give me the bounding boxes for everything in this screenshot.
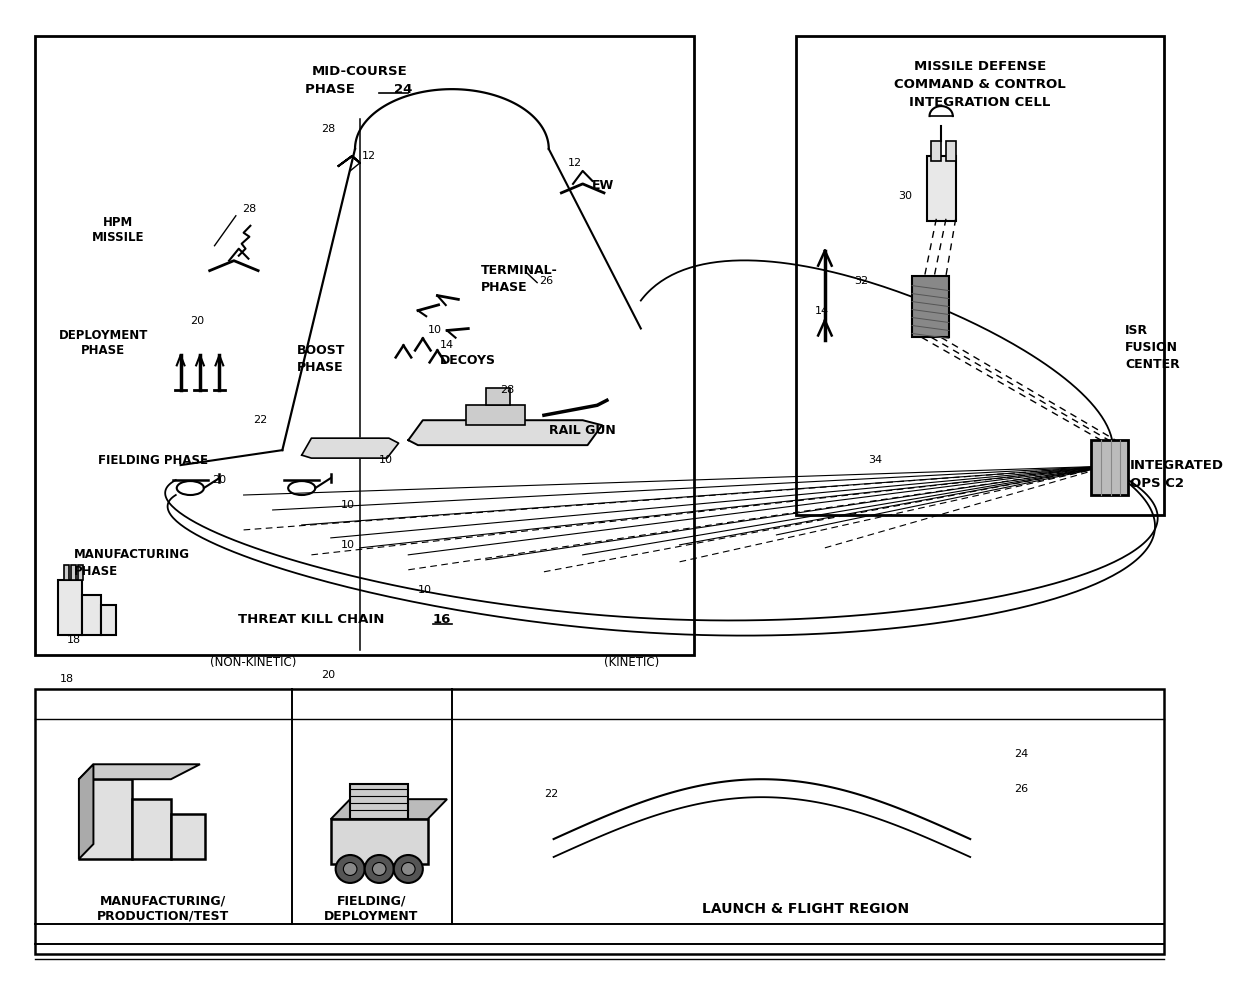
Bar — [82, 595, 102, 635]
Text: THREAT KILL CHAIN: THREAT KILL CHAIN — [238, 613, 389, 626]
Bar — [171, 814, 205, 859]
Text: 12: 12 — [362, 151, 376, 161]
Ellipse shape — [336, 855, 365, 883]
Text: 22: 22 — [544, 789, 558, 799]
Bar — [1091, 440, 1128, 495]
Bar — [71, 565, 76, 580]
Text: 28: 28 — [500, 385, 515, 395]
Text: PHASE: PHASE — [81, 344, 125, 357]
Text: MISSILE: MISSILE — [92, 231, 144, 244]
Text: 18: 18 — [67, 635, 82, 645]
Text: ISR: ISR — [1125, 324, 1148, 337]
Text: FIELDING/
DEPLOYMENT: FIELDING/ DEPLOYMENT — [325, 895, 419, 923]
Text: 20: 20 — [190, 316, 205, 326]
Text: (NON-KINETIC): (NON-KINETIC) — [210, 656, 296, 669]
Bar — [35, 36, 694, 655]
Text: 20: 20 — [321, 670, 335, 680]
Text: 34: 34 — [868, 455, 883, 465]
Text: MISSILE DEFENSE: MISSILE DEFENSE — [914, 60, 1047, 73]
Text: (KINETIC): (KINETIC) — [604, 656, 658, 669]
Text: 32: 32 — [854, 276, 868, 286]
Bar — [926, 156, 956, 221]
Text: TERMINAL-: TERMINAL- — [481, 264, 558, 277]
Ellipse shape — [394, 855, 423, 883]
Text: 20: 20 — [212, 475, 227, 485]
Bar — [350, 784, 408, 819]
Bar — [931, 141, 941, 161]
Text: 28: 28 — [242, 204, 255, 214]
Text: PHASE: PHASE — [305, 83, 360, 96]
Ellipse shape — [365, 855, 394, 883]
Text: RAIL GUN: RAIL GUN — [549, 424, 615, 437]
Text: LAUNCH & FLIGHT REGION: LAUNCH & FLIGHT REGION — [702, 902, 909, 916]
Text: COMMAND & CONTROL: COMMAND & CONTROL — [894, 78, 1066, 91]
Text: BOOST: BOOST — [296, 344, 345, 357]
Polygon shape — [79, 764, 200, 779]
Text: 10: 10 — [418, 585, 432, 595]
Text: 10: 10 — [341, 540, 355, 550]
Text: MANUFACTURING: MANUFACTURING — [74, 548, 190, 561]
Text: DEPLOYMENT: DEPLOYMENT — [58, 329, 148, 342]
Text: PHASE: PHASE — [74, 565, 118, 578]
Text: 10: 10 — [341, 500, 355, 510]
Text: FIELDING PHASE: FIELDING PHASE — [98, 454, 208, 467]
Bar — [913, 276, 949, 337]
Text: OPS C2: OPS C2 — [1130, 477, 1184, 490]
Polygon shape — [79, 764, 93, 859]
Bar — [946, 141, 956, 161]
Text: 22: 22 — [253, 415, 268, 425]
Text: MANUFACTURING/
PRODUCTION/TEST: MANUFACTURING/ PRODUCTION/TEST — [97, 895, 229, 923]
Text: PHASE: PHASE — [296, 361, 343, 374]
Text: HPM: HPM — [103, 216, 133, 229]
Bar — [64, 565, 69, 580]
Text: 26: 26 — [539, 276, 553, 286]
Text: INTEGRATED: INTEGRATED — [1130, 459, 1224, 472]
Text: 26: 26 — [1014, 784, 1028, 794]
Text: 12: 12 — [568, 158, 583, 168]
Text: DECOYS: DECOYS — [440, 354, 496, 367]
Text: 10: 10 — [379, 455, 393, 465]
Text: 24: 24 — [394, 83, 412, 96]
Text: 14: 14 — [440, 340, 454, 350]
Text: 30: 30 — [898, 191, 913, 201]
Polygon shape — [408, 420, 603, 445]
Bar — [35, 689, 1164, 954]
Text: 24: 24 — [1014, 749, 1028, 759]
Bar — [102, 605, 115, 635]
Bar — [331, 819, 428, 864]
Ellipse shape — [343, 862, 357, 875]
Bar — [57, 580, 82, 635]
Polygon shape — [331, 799, 448, 819]
Bar — [79, 779, 133, 859]
Text: FUSION: FUSION — [1125, 341, 1178, 354]
Text: CENTER: CENTER — [1125, 358, 1180, 371]
Bar — [133, 799, 171, 859]
Text: 28: 28 — [321, 124, 335, 134]
Text: 10: 10 — [428, 325, 441, 335]
Text: 18: 18 — [60, 674, 73, 684]
Text: 16: 16 — [433, 613, 451, 626]
Polygon shape — [301, 438, 398, 458]
Bar — [486, 388, 510, 405]
Bar — [466, 405, 525, 425]
Text: 14: 14 — [815, 306, 830, 316]
Text: INTEGRATION CELL: INTEGRATION CELL — [909, 96, 1050, 109]
Ellipse shape — [402, 862, 415, 875]
Ellipse shape — [372, 862, 386, 875]
Text: EW: EW — [593, 179, 615, 192]
Bar — [796, 36, 1164, 515]
Bar — [78, 565, 83, 580]
Text: MID-COURSE: MID-COURSE — [312, 65, 408, 78]
Text: PHASE: PHASE — [481, 281, 527, 294]
